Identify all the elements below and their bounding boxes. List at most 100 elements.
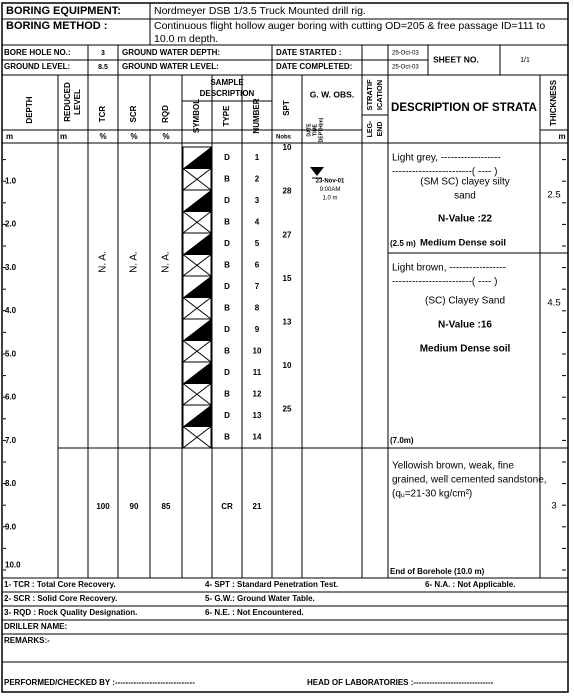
not-applicable: N. A. [98,251,109,273]
label: DATE COMPLETED: [276,62,352,71]
depth: 6.0 [5,393,17,402]
col-header: SCR [129,105,138,122]
not-applicable: N. A. [161,251,172,273]
sample-number: 9 [255,325,260,334]
depth: 3.0 [5,263,17,272]
rule [182,254,212,277]
depth: 4.0 [5,306,17,315]
equipment-label: BORING EQUIPMENT: [6,5,121,17]
unit: DEPTH(m) [318,117,324,142]
strata-text: grained, well cemented sandstone, [392,475,547,486]
symbol-fill [183,190,211,212]
thickness: 2.5 [547,190,560,201]
unit: % [162,132,169,141]
sample-number: 1 [255,153,260,162]
sample-type: B [224,174,230,183]
equipment: Nordmeyer DSB 1/3.5 Truck Mounted drill … [154,5,366,17]
rule [182,383,212,406]
spt-value: 10 [283,361,292,370]
col-header: SAMPLE [210,78,244,87]
label: 25-Oct-03 [392,65,419,71]
strata-text: Medium Dense soil [420,238,506,249]
footnote: 1- TCR : Total Core Recovery. [4,580,116,589]
sample-type: D [224,196,230,205]
driller: DRILLER NAME: [4,622,67,631]
sample-type: D [224,325,230,334]
sample-number: 8 [255,303,260,312]
col-header: NUMBER [252,98,261,133]
depth: 10.0 [5,561,21,570]
label: 1/1 [520,57,530,64]
label: BORE HOLE NO.: [4,48,71,57]
label: GROUND LEVEL: [4,62,70,71]
core-value: 90 [130,502,139,511]
rule [182,297,212,320]
label: 3 [101,50,105,57]
sample-type: D [224,153,230,162]
sample-type: D [224,239,230,248]
strata-text: N-Value :22 [438,214,492,225]
spt-value: 15 [283,274,292,283]
method: Continuous flight hollow auger boring wi… [154,20,545,32]
sample-type: B [224,260,230,269]
remarks: REMARKS:- [4,636,50,645]
col-header: STRATIF [365,79,374,111]
footnote: 6- N.E. : Not Encountered. [205,608,304,617]
rule [182,340,212,363]
sample-type: D [224,282,230,291]
strata-text: ------------------------( ---- ) [392,167,497,178]
strata-text: sand [454,191,476,202]
symbol-fill [183,147,211,169]
strata-text: Light grey, ------------------ [392,153,501,164]
col-header: THICKNESS [549,79,558,126]
label: GROUND WATER DEPTH: [122,48,220,57]
depth: 2.0 [5,220,17,229]
label: GROUND WATER LEVEL: [122,62,219,71]
unit: TIME [312,123,318,136]
unit: DATE [306,123,312,137]
thickness: 3 [551,501,556,512]
strata-text: Light brown, ----------------- [392,263,506,274]
spt-value: 25 [283,405,292,414]
strata-text: N-Value :16 [438,320,492,331]
col-header: ICATION [375,80,384,110]
gw-obs: 1.0 m [322,196,337,202]
col-header: DEPTH [25,96,34,123]
label: DATE STARTED : [276,48,341,57]
col-header: RQD [161,105,170,123]
symbol-fill [183,362,211,384]
spt-value: 27 [283,230,292,239]
core-value: 85 [162,502,171,511]
col-header: TCR [98,106,107,123]
footnote: 5- G.W.: Ground Water Table. [205,594,315,603]
strata-text: (qᵤ=21-30 kg/cm²) [392,489,472,500]
label: 8.5 [98,64,108,71]
symbol-fill [183,405,211,427]
water-level [310,167,324,176]
footnote: 4- SPT : Standard Penetration Test. [205,580,338,589]
core-value: CR [221,502,233,511]
rule [182,211,212,234]
unit: m [558,132,565,141]
unit: % [99,132,106,141]
depth: 5.0 [5,349,17,358]
strata-text: (7.0m) [390,436,414,445]
label: 25-Oct-03 [392,51,419,57]
thickness: 4.5 [547,298,560,309]
gw-obs: 9:00AM [320,187,341,193]
col-header: SYMBOL [192,99,201,133]
not-applicable: N. A. [129,251,140,273]
sample-type: B [224,217,230,226]
col-header: DESCRIPTION [200,89,255,98]
rule [182,168,212,191]
col-header: DESCRIPTION OF STRATA [391,102,537,114]
sample-number: 11 [253,368,262,377]
unit: LEG- [367,120,374,137]
sample-number: 10 [253,346,262,355]
col-header: TYPE [222,105,231,127]
sample-type: B [224,303,230,312]
footnote: 6- N.A. : Not Applicable. [425,580,515,589]
symbol-box [182,426,212,449]
